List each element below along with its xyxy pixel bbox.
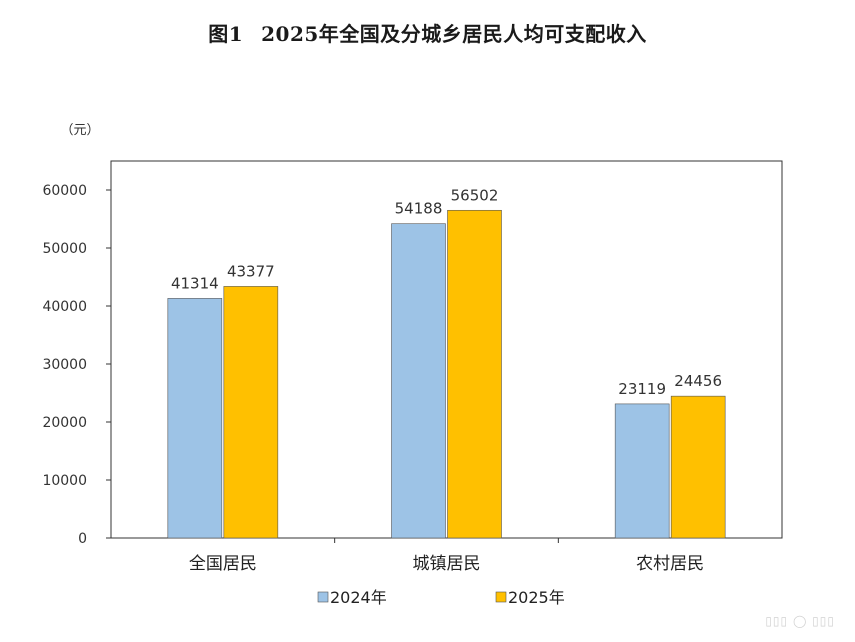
x-category-label: 农村居民 [636, 554, 704, 574]
y-axis-unit-label: （元） [60, 123, 99, 138]
y-tick-label: 10000 [42, 473, 87, 489]
y-tick-label: 60000 [42, 183, 87, 199]
y-tick-label: 50000 [42, 241, 87, 257]
chart-title: 图1 2025年全国及分城乡居民人均可支配收入 [0, 18, 855, 47]
y-tick-label: 20000 [42, 415, 87, 431]
bar-value-label: 23119 [618, 380, 666, 398]
bar-series2 [447, 209, 502, 539]
bar-series1 [167, 298, 223, 539]
x-category-label: 全国居民 [189, 554, 257, 574]
x-axis: 全国居民 城镇居民 农村居民 [189, 538, 704, 574]
title-text: 2025年全国及分城乡居民人均可支配收入 [261, 22, 647, 46]
legend-label: 2024年 [330, 588, 387, 607]
plot-area-frame [110, 160, 783, 539]
y-tick-label: 0 [78, 531, 87, 547]
bar-series1 [614, 403, 670, 539]
bar-series2 [223, 286, 279, 539]
bar-value-label: 43377 [227, 262, 275, 280]
legend-swatch [495, 591, 507, 603]
y-tick-label: 30000 [42, 357, 87, 373]
legend-label: 2025年 [508, 588, 565, 607]
y-axis: 0 10000 20000 30000 40000 50000 60000 [42, 183, 111, 547]
bar-value-label: 56502 [451, 186, 499, 204]
legend: 2024年 2025年 [317, 588, 565, 607]
watermark: ▯▯▯ ◯ ▯▯▯ [765, 614, 835, 628]
figure-number: 图1 [208, 22, 244, 46]
x-category-label: 城镇居民 [413, 554, 481, 574]
y-tick-label: 40000 [42, 299, 87, 315]
legend-swatch [317, 591, 329, 603]
bars-group: 41314 43377 54188 56502 23119 24456 [167, 186, 726, 539]
bar-value-label: 54188 [395, 200, 443, 218]
bar-value-label: 24456 [674, 372, 722, 390]
bar-value-label: 41314 [171, 274, 219, 292]
bar-series1 [391, 223, 446, 539]
bar-series2 [670, 395, 726, 539]
